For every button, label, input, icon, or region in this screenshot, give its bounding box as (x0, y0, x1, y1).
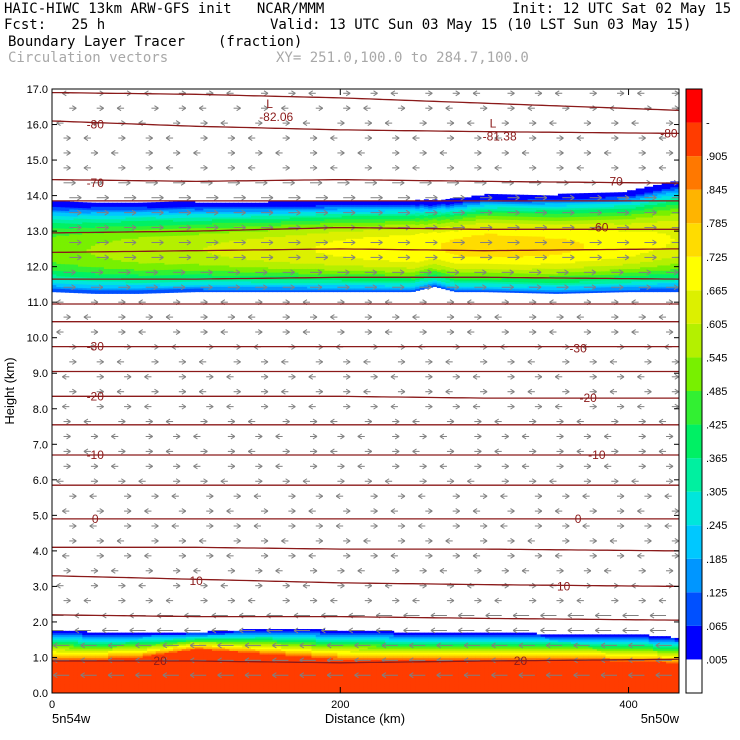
tracer-cell (169, 633, 174, 635)
tracer-cell (251, 203, 256, 205)
tracer-cell (121, 633, 126, 635)
tracer-cell (134, 203, 139, 205)
tracer-cell (195, 203, 200, 205)
tracer-cell (260, 629, 265, 631)
tracer-cell (199, 203, 204, 205)
tracer-cell (108, 203, 113, 205)
tracer-cell (208, 203, 213, 205)
tracer-cell (91, 633, 96, 635)
tracer-cell (229, 203, 234, 205)
tracer-cell (82, 202, 87, 204)
tracer-cell (126, 633, 131, 635)
tracer-cell (100, 203, 105, 205)
tracer-cell (147, 202, 152, 204)
tracer-cell (160, 202, 165, 204)
tracer-cell (134, 633, 139, 635)
tracer-cell (247, 203, 252, 205)
tracer-cell (138, 203, 143, 205)
tracer-cell (117, 633, 122, 635)
tracer-cell (186, 633, 191, 635)
tracer-cell (104, 633, 109, 635)
tracer-cell (151, 633, 156, 635)
tracer-cell (69, 631, 74, 633)
tracer-cell (182, 201, 187, 203)
tracer-cell (117, 203, 122, 205)
tracer-cell (173, 202, 178, 204)
tracer-cell (195, 633, 200, 635)
tracer-cell (208, 631, 213, 633)
tracer-cell (238, 203, 243, 205)
tracer-cell (203, 203, 208, 205)
tracer-cell (199, 633, 204, 635)
tracer-cell (130, 633, 135, 635)
tracer-cell (52, 631, 57, 633)
tracer-cell (255, 203, 260, 205)
tracer-cell (91, 203, 96, 205)
tracer-cell (56, 631, 61, 633)
tracer-cell (74, 202, 79, 204)
tracer-cell (169, 202, 174, 204)
tracer-cell (78, 202, 83, 204)
tracer-cell (130, 203, 135, 205)
tracer-cell (61, 201, 66, 203)
tracer-cell (143, 633, 148, 635)
tracer-cell (95, 203, 100, 205)
tracer-cell (225, 631, 230, 633)
tracer-cell (95, 633, 100, 635)
tracer-cell (221, 631, 226, 633)
tracer-cell (203, 633, 208, 635)
tracer-cell (100, 633, 105, 635)
tracer-cell (173, 633, 178, 635)
tracer-cell (113, 203, 118, 205)
tracer-cell (255, 629, 260, 631)
tracer-cell (87, 633, 92, 635)
tracer-cell (151, 202, 156, 204)
tracer-cell (234, 203, 239, 205)
tracer-cell (177, 633, 182, 635)
tracer-cell (286, 629, 291, 631)
tracer-cell (61, 631, 66, 633)
tracer-cell (143, 202, 148, 204)
tracer-cell (156, 633, 161, 635)
tracer-cell (87, 202, 92, 204)
tracer-cell (221, 203, 226, 205)
tracer-cell (65, 202, 70, 204)
tracer-cell (147, 633, 152, 635)
tracer-cell (164, 633, 169, 635)
tracer-cell (216, 631, 221, 633)
tracer-cell (229, 631, 234, 633)
tracer-cell (182, 633, 187, 635)
tracer-cell (108, 633, 113, 635)
tracer-cell (65, 631, 70, 633)
tracer-cell (164, 202, 169, 204)
tracer-cell (113, 633, 118, 635)
tracer-cell (264, 203, 269, 205)
cross-section-plot: -80-80-70 -70-60-30 -30-20 -20-10 -100 010 102… (0, 0, 740, 740)
tracer-cell (121, 203, 126, 205)
tracer-cell (138, 633, 143, 635)
tracer-cell (212, 203, 217, 205)
tracer-cell (82, 631, 87, 633)
tracer-cell (104, 203, 109, 205)
tracer-cell (126, 203, 131, 205)
tracer-cell (216, 203, 221, 205)
tracer-cell (234, 631, 239, 633)
tracer-cell (260, 203, 265, 205)
tracer-cell (69, 202, 74, 204)
tracer-cell (177, 201, 182, 203)
tracer-cell (242, 203, 247, 205)
tracer-cell (156, 202, 161, 204)
tracer-cell (225, 203, 230, 205)
tracer-cell (190, 633, 195, 635)
